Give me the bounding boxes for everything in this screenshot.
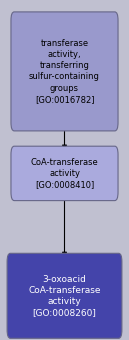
FancyBboxPatch shape	[11, 146, 118, 201]
Text: transferase
activity,
transferring
sulfur-containing
groups
[GO:0016782]: transferase activity, transferring sulfu…	[29, 39, 100, 104]
Text: 3-oxoacid
CoA-transferase
activity
[GO:0008260]: 3-oxoacid CoA-transferase activity [GO:0…	[28, 275, 101, 317]
Text: CoA-transferase
activity
[GO:0008410]: CoA-transferase activity [GO:0008410]	[31, 158, 98, 189]
FancyBboxPatch shape	[7, 253, 122, 338]
FancyBboxPatch shape	[11, 12, 118, 131]
